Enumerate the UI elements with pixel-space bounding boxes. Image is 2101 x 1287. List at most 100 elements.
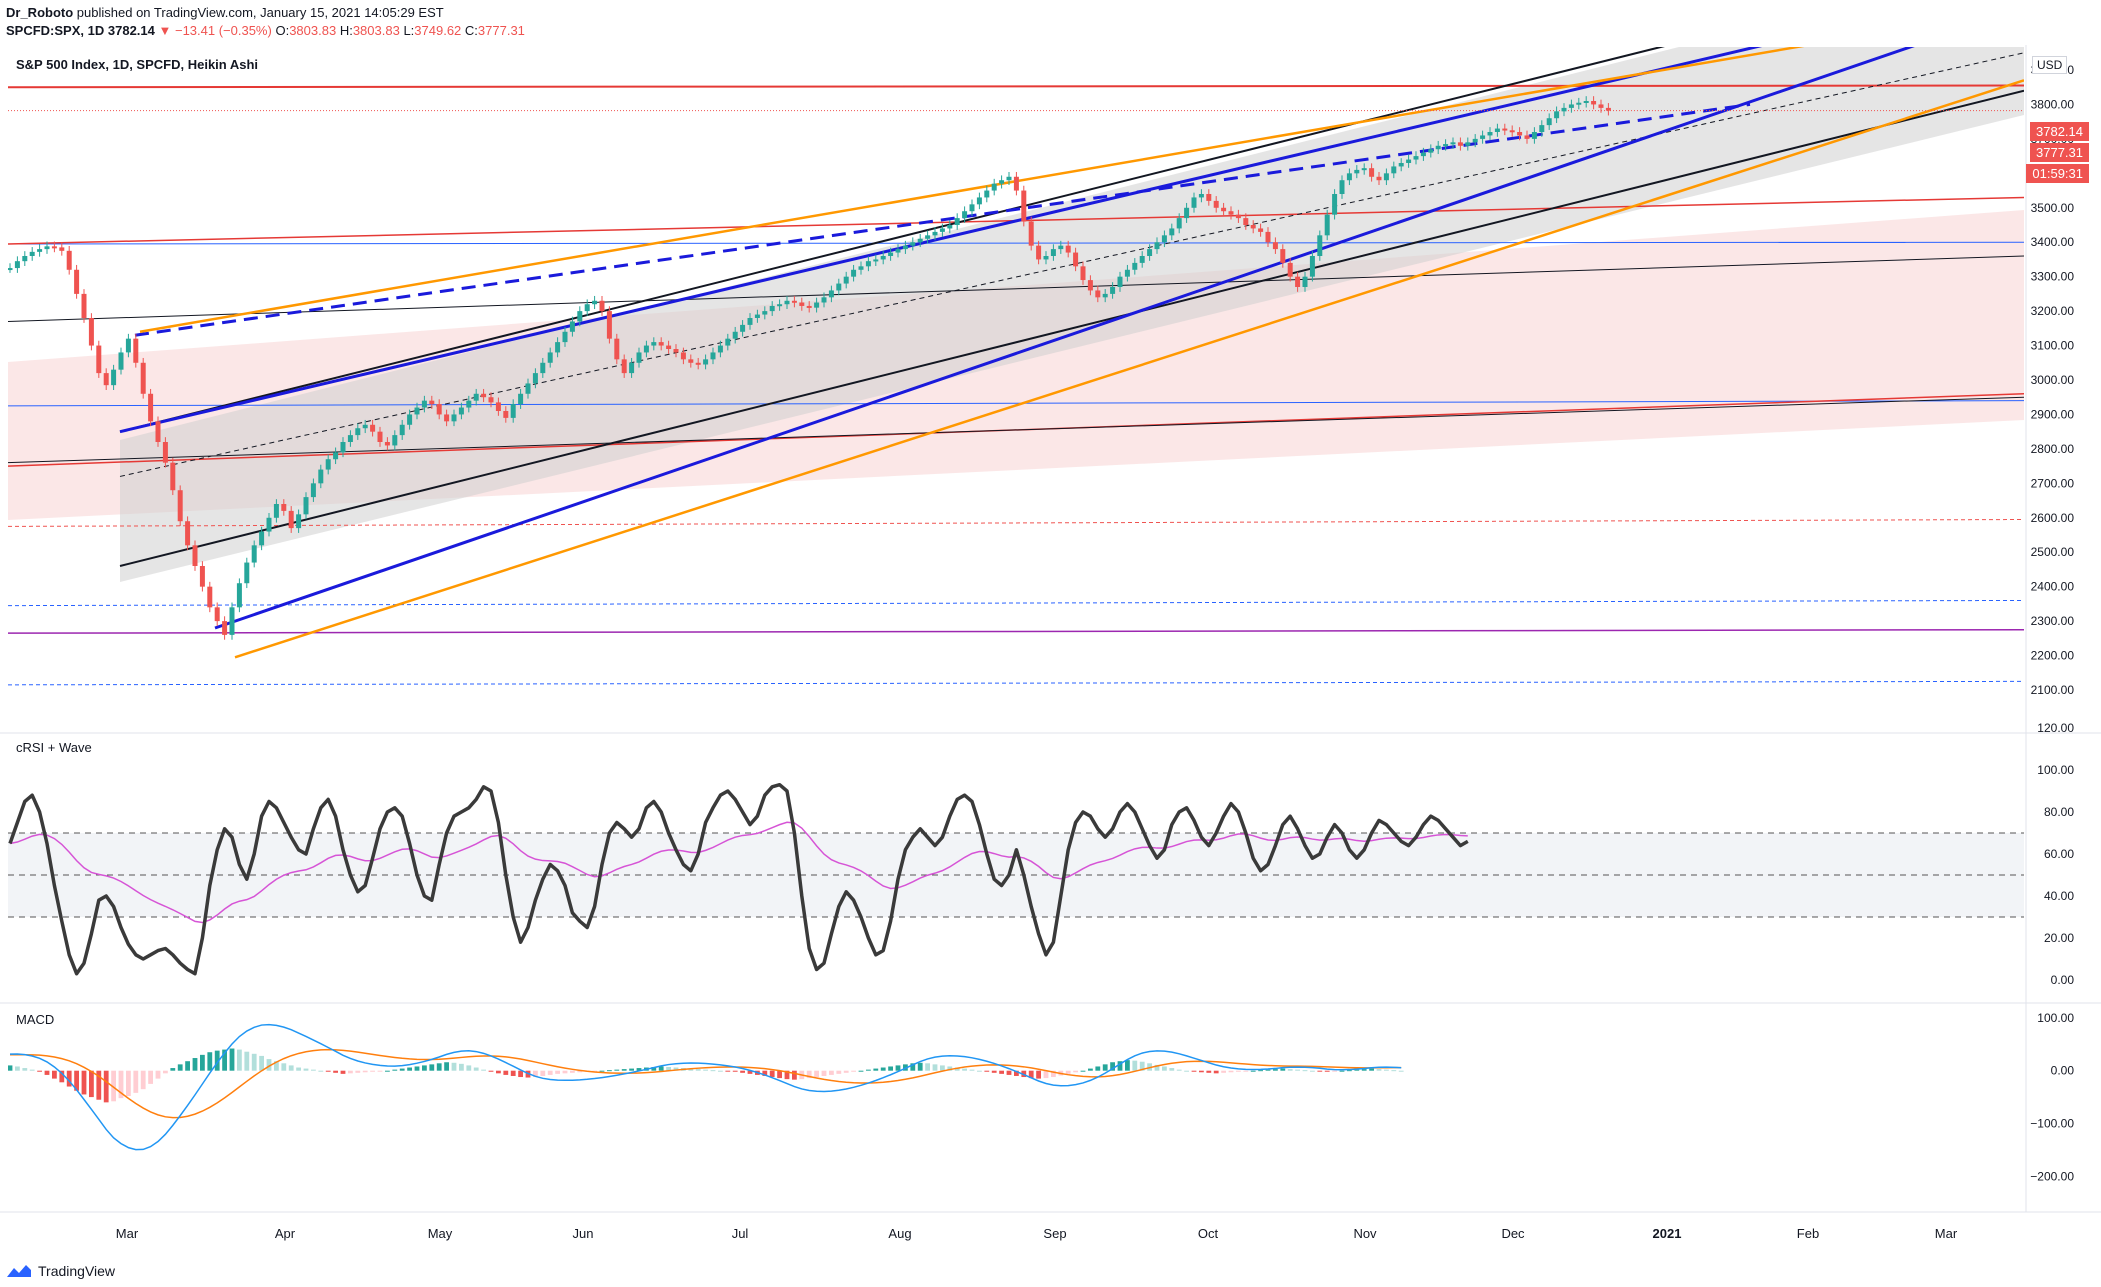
level-2120-dashed [8,680,2024,686]
time-axis[interactable]: Mar Apr May Jun Jul Aug Sep Oct Nov Dec 2021 Feb Mar [116,1226,1958,1241]
candle-body [976,197,982,205]
candle-body [1361,168,1367,171]
candle-body [236,583,242,608]
macd-histogram-bar [1102,1064,1108,1071]
macd-histogram-bar [148,1070,153,1084]
tradingview-brand[interactable]: TradingView [6,1263,115,1279]
macd-histogram-bar [422,1065,427,1071]
macd-histogram-bar [488,1070,494,1072]
macd-histogram-bar [1295,1069,1300,1071]
time-tick-label: Mar [116,1226,139,1241]
candle-body [1420,152,1426,157]
candle-body [118,352,124,370]
macd-histogram-bar [851,1070,856,1072]
macd-histogram-bar [52,1070,57,1079]
macd-histogram-bar [732,1070,738,1072]
candle-body [1228,211,1234,215]
price-pane [8,47,2024,686]
candle-body [636,352,642,363]
time-tick-label: May [428,1226,453,1241]
candle-body [1176,218,1182,229]
macd-histogram-bar [703,1069,708,1071]
macd-tick-label: −200.00 [2030,1169,2074,1183]
level-2930 [8,400,2024,407]
candle-body [1605,107,1611,111]
candle-body [37,249,43,252]
candle-body [658,342,664,346]
candle-body [185,521,191,546]
macd-histogram-bar [1273,1069,1278,1071]
macd-histogram-bar [385,1070,390,1072]
last-price-tag: 3782.14 [2030,122,2089,141]
macd-histogram-bar [436,1063,442,1071]
author-name[interactable]: Dr_Roboto [6,5,74,20]
candle-body [1250,225,1256,229]
candle-body [910,242,916,246]
candle-body [1169,228,1175,236]
crsi-tick-label: 80.00 [2044,805,2074,819]
candle-body [1280,249,1286,263]
candle-body [703,359,709,365]
candle-body [325,459,331,470]
macd-histogram-bar [1132,1060,1138,1071]
macd-histogram-bar [1199,1070,1204,1073]
price-axis[interactable]: 3900.003800.003700.003600.003500.003400.… [2030,63,2074,1183]
candle-body [814,302,820,308]
candle-body [503,411,509,418]
crsi-tick-label: 120.00 [2037,721,2074,735]
candle-body [481,393,487,398]
time-tick-label: 2021 [1653,1226,1682,1241]
macd-histogram-bar [1139,1061,1145,1071]
macd-histogram-bar [325,1070,331,1072]
macd-histogram-bar [1228,1070,1234,1073]
macd-histogram-bar [140,1070,146,1090]
macd-histogram-bar [1184,1070,1189,1072]
macd-histogram-bar [429,1064,435,1071]
level-2580-dashed [8,519,2024,527]
candle-body [1391,166,1397,174]
symbol-name[interactable]: SPCFD:SPX, 1D [6,23,105,38]
price-tick-label: 3500.00 [2031,201,2075,215]
candle-body [170,462,176,491]
candle-body [932,231,938,236]
candle-body [858,266,864,270]
macd-histogram-bar [111,1070,116,1102]
macd-histogram-bar [481,1069,486,1071]
macd-histogram-bar [1080,1070,1086,1072]
macd-histogram-bar [103,1070,109,1103]
candle-body [1198,194,1204,198]
candle-body [81,293,87,318]
candle-body [1598,104,1604,108]
level-3850-red [8,84,2024,89]
price-change: ▼ −13.41 (−0.35%) [158,23,272,38]
candle-body [828,290,834,298]
macd-histogram-bar [636,1068,642,1071]
macd-histogram-bar [133,1070,139,1093]
macd-histogram-bar [577,1070,583,1073]
candle-body [947,225,953,229]
candle-body [984,190,990,198]
macd-histogram-bar [370,1070,375,1072]
macd-histogram-bar [311,1069,316,1071]
publish-info: published on TradingView.com, January 15… [76,5,444,20]
candle-body [1184,207,1190,219]
macd-histogram-bar [503,1070,509,1075]
candle-body [281,504,287,511]
macd-histogram-bar [200,1054,205,1071]
macd-histogram-bar [1258,1070,1263,1072]
countdown-tag: 01:59:31 [2026,164,2089,183]
time-tick-label: Jun [573,1226,594,1241]
symbol-line: SPCFD:SPX, 1D 3782.14 ▼ −13.41 (−0.35%) … [6,23,525,38]
price-tick-label: 3200.00 [2031,304,2075,318]
candle-body [148,393,154,422]
currency-label[interactable]: USD [2032,56,2068,74]
candle-body [1021,190,1027,222]
candle-body [14,261,20,269]
candle-body [695,362,701,365]
crsi-line [8,782,1469,976]
candle-body [1339,180,1345,194]
macd-histogram-bar [792,1070,797,1080]
macd-histogram-bar [281,1063,287,1071]
price-tick-label: 3800.00 [2031,97,2075,111]
macd-histogram-bar [348,1070,353,1074]
